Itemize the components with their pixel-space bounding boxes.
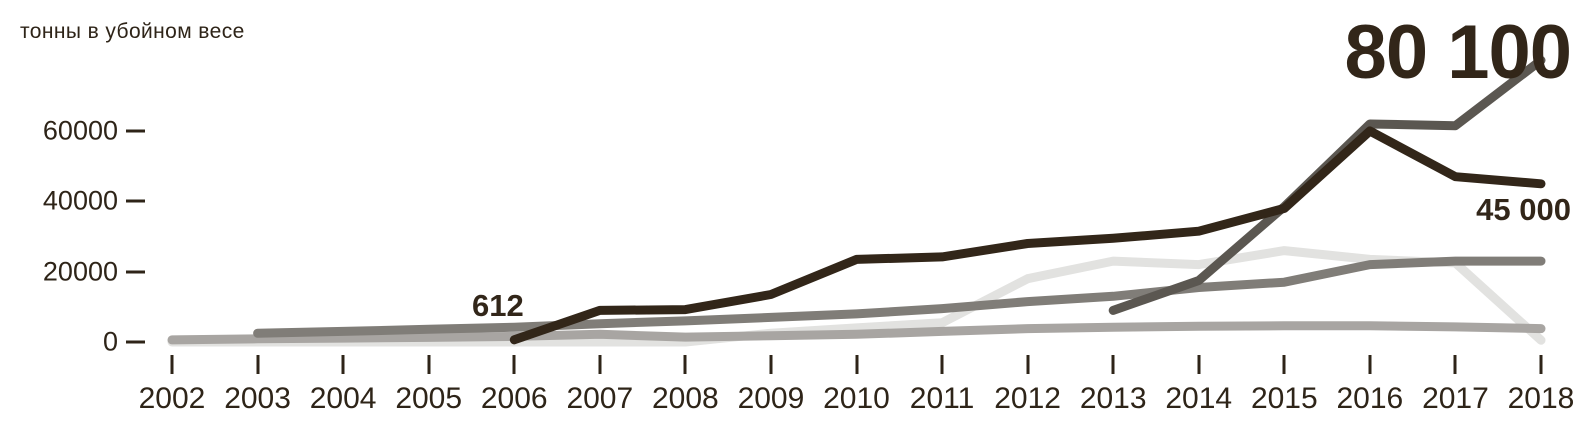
x-tick-label: 2006 xyxy=(480,382,548,415)
x-tick-label: 2008 xyxy=(652,382,719,415)
x-tick-mark xyxy=(1197,355,1201,374)
x-tick-mark xyxy=(1453,355,1457,374)
x-tick-mark xyxy=(940,355,944,374)
x-tick-label: 2010 xyxy=(823,382,890,415)
series-dark-brown xyxy=(509,126,1546,345)
x-tick-label: 2015 xyxy=(1250,382,1318,415)
x-tick-mark xyxy=(683,355,687,374)
x-tick-mark xyxy=(170,355,174,374)
x-tick-mark xyxy=(769,355,773,374)
x-tick-mark xyxy=(512,355,516,374)
series-light-gray xyxy=(167,321,1546,345)
x-tick-label: 2007 xyxy=(566,382,634,415)
x-tick-mark xyxy=(427,355,431,374)
x-tick-mark xyxy=(855,355,858,374)
y-tick-label: 40000 xyxy=(42,185,118,216)
y-axis: 0 20000 40000 60000 xyxy=(0,0,118,432)
y-tick-label: 0 xyxy=(102,326,118,357)
y-tick-mark xyxy=(126,199,145,203)
x-tick-mark xyxy=(1539,355,1543,374)
y-tick-label: 60000 xyxy=(42,115,118,146)
x-tick-mark xyxy=(341,355,345,374)
annotation-label-secondary: 45 000 xyxy=(1476,192,1571,227)
x-tick-label: 2003 xyxy=(224,382,291,415)
x-tick-label: 2004 xyxy=(309,382,377,415)
x-tick-label: 2011 xyxy=(909,382,975,415)
series-mid-gray xyxy=(253,256,1546,338)
annotation-label-start: 612 xyxy=(472,288,524,323)
x-tick-label: 2016 xyxy=(1336,382,1404,415)
x-tick-mark xyxy=(598,355,602,374)
y-tick-mark xyxy=(126,340,145,344)
y-tick-mark xyxy=(126,270,145,274)
x-tick-label: 2013 xyxy=(1079,382,1147,415)
annotation-label-total: 80 100 xyxy=(1344,10,1572,95)
x-tick-label: 2014 xyxy=(1165,382,1233,415)
x-tick-mark xyxy=(256,355,260,374)
x-tick-label: 2012 xyxy=(994,382,1061,415)
x-tick-label: 2009 xyxy=(737,382,805,415)
axis-unit-label: тонны в убойном весе xyxy=(20,20,245,43)
x-tick-mark xyxy=(1282,355,1286,374)
x-tick-label: 2002 xyxy=(138,382,206,415)
x-tick-label: 2018 xyxy=(1507,382,1575,415)
x-tick-label: 2017 xyxy=(1422,382,1489,415)
x-tick-label: 2005 xyxy=(395,382,463,415)
x-tick-mark xyxy=(1368,355,1372,374)
y-tick-label: 20000 xyxy=(42,256,118,287)
x-tick-mark xyxy=(1026,355,1030,374)
y-tick-mark xyxy=(126,129,145,133)
x-tick-mark xyxy=(1111,355,1115,374)
